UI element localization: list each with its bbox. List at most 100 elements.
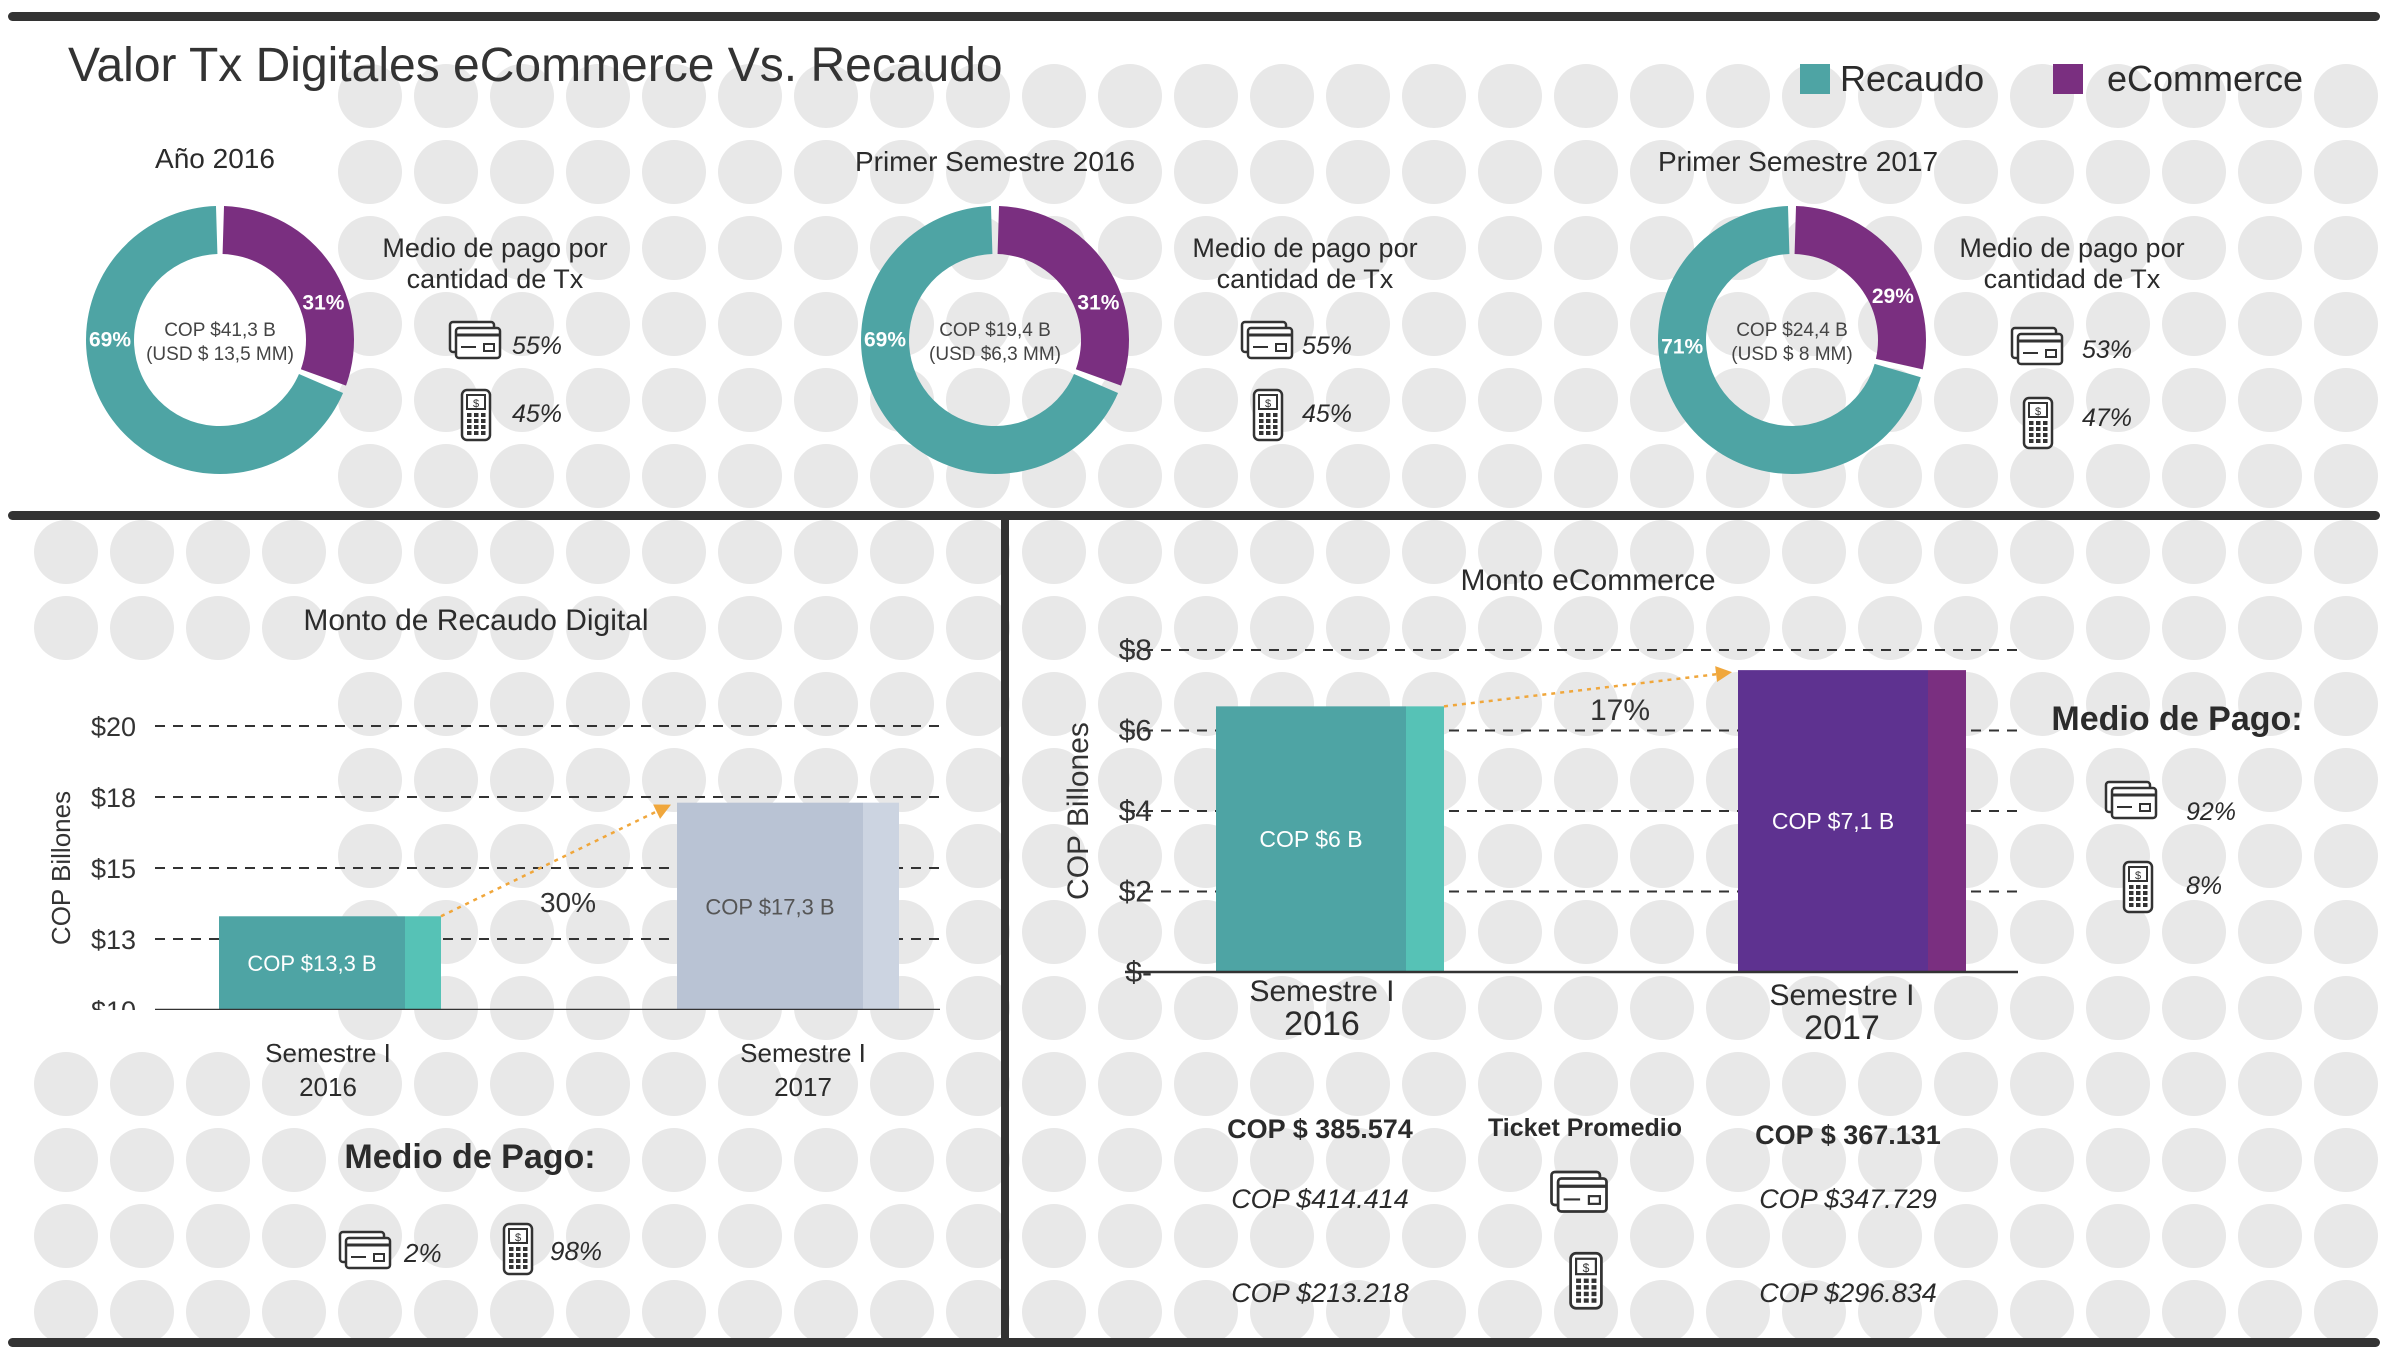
- ecommerce-chart-title: Monto eCommerce: [1460, 564, 1716, 597]
- background-dot: [794, 520, 858, 584]
- background-dot: [718, 292, 782, 356]
- background-dot: [1326, 64, 1390, 128]
- page-title: Valor Tx Digitales eCommerce Vs. Recaudo: [68, 39, 1003, 92]
- background-dot: [1022, 900, 1086, 964]
- background-dot: [2314, 1052, 2378, 1116]
- y-axis-title: COP Billones: [46, 791, 76, 945]
- background-dot: [2314, 216, 2378, 280]
- credit-card-icon: [2010, 326, 2064, 371]
- background-dot: [1478, 1204, 1542, 1268]
- background-dot: [1706, 976, 1770, 1040]
- background-dot: [1478, 64, 1542, 128]
- background-dot: [1858, 1052, 1922, 1116]
- background-dot: [1250, 596, 1314, 660]
- background-dot: [1934, 1204, 1998, 1268]
- background-dot: [794, 216, 858, 280]
- background-dot: [414, 596, 478, 660]
- background-dot: [946, 976, 1010, 1040]
- background-dot: [1250, 1280, 1314, 1344]
- growth-label: 17%: [1590, 694, 1650, 727]
- bar: [219, 916, 405, 1010]
- card-pct-2: 55%: [1302, 332, 1353, 360]
- background-dot: [1174, 520, 1238, 584]
- background-dot: [338, 368, 402, 432]
- background-dot: [186, 1204, 250, 1268]
- background-dot: [2162, 596, 2226, 660]
- background-dot: [794, 1280, 858, 1344]
- background-dot: [2314, 520, 2378, 584]
- bar-value-label: COP $17,3 B: [705, 894, 834, 919]
- ticket-card-2016: COP $414.414: [1231, 1184, 1409, 1214]
- background-dot: [946, 140, 1010, 204]
- background-dot: [2314, 292, 2378, 356]
- background-dot: [2086, 216, 2150, 280]
- pos-pct-1: 45%: [512, 400, 563, 428]
- background-dot: [1174, 1128, 1238, 1192]
- background-dot: [2314, 1128, 2378, 1192]
- background-dot: [2010, 444, 2074, 508]
- donut-label-recaudo: 71%: [1661, 336, 1703, 359]
- background-dot: [642, 1204, 706, 1268]
- donut-slice-recaudo: [861, 206, 1119, 474]
- background-dot: [1858, 1204, 1922, 1268]
- bar-edge: [1928, 670, 1966, 972]
- y-tick-label: $18: [91, 783, 136, 813]
- background-dot: [718, 1052, 782, 1116]
- background-dot: [34, 1204, 98, 1268]
- credit-card-icon: [1549, 1170, 1608, 1220]
- recaudo-chart-title: Monto de Recaudo Digital: [303, 604, 649, 637]
- background-dot: [2314, 1204, 2378, 1268]
- background-dot: [1478, 672, 1542, 736]
- background-dot: [1630, 520, 1694, 584]
- background-dot: [2314, 64, 2378, 128]
- background-dot: [2086, 1204, 2150, 1268]
- background-dot: [566, 520, 630, 584]
- background-dot: [1402, 1280, 1466, 1344]
- recaudo-pos-pct: 98%: [550, 1236, 603, 1266]
- background-dot: [1630, 672, 1694, 736]
- top-rule: [8, 12, 2380, 21]
- background-dot: [2162, 1204, 2226, 1268]
- background-dot: [338, 444, 402, 508]
- background-dot: [2238, 1052, 2302, 1116]
- background-dot: [1858, 520, 1922, 584]
- background-dot: [1022, 64, 1086, 128]
- background-dot: [1554, 672, 1618, 736]
- pos-pct-2: 45%: [1302, 400, 1353, 428]
- background-dot: [110, 596, 174, 660]
- background-dot: [2238, 672, 2302, 736]
- donut-center-usd: (USD $ 13,5 MM): [146, 344, 294, 365]
- background-dot: [1782, 1280, 1846, 1344]
- background-dot: [414, 520, 478, 584]
- background-dot: [186, 1280, 250, 1344]
- background-dot: [2086, 140, 2150, 204]
- background-dot: [262, 1128, 326, 1192]
- background-dot: [1250, 1128, 1314, 1192]
- background-dot: [946, 368, 1010, 432]
- background-dot: [1250, 64, 1314, 128]
- background-dot: [2238, 1280, 2302, 1344]
- donut-center-cop: COP $41,3 B: [164, 320, 276, 341]
- background-dot: [1554, 64, 1618, 128]
- background-dot: [1022, 748, 1086, 812]
- bar-value-label: COP $6 B: [1259, 826, 1362, 852]
- background-dot: [414, 1052, 478, 1116]
- background-dot: [1858, 596, 1922, 660]
- donut-s2016-title: Primer Semestre 2016: [854, 146, 1136, 177]
- donut-slice-ecommerce: [1794, 206, 1926, 370]
- background-dot: [110, 1204, 174, 1268]
- background-dot: [1174, 292, 1238, 356]
- background-dot: [566, 140, 630, 204]
- background-dot: [1554, 824, 1618, 888]
- background-dot: [1174, 444, 1238, 508]
- background-dot: [718, 672, 782, 736]
- background-dot: [1402, 140, 1466, 204]
- background-dot: [1858, 1280, 1922, 1344]
- ticket-card-2017: COP $347.729: [1759, 1184, 1937, 1214]
- background-dot: [2162, 900, 2226, 964]
- background-dot: [1478, 596, 1542, 660]
- ticket-avg-2016: COP $ 385.574: [1227, 1114, 1413, 1144]
- background-dot: [2162, 368, 2226, 432]
- background-dot: [1022, 292, 1086, 356]
- background-dot: [718, 444, 782, 508]
